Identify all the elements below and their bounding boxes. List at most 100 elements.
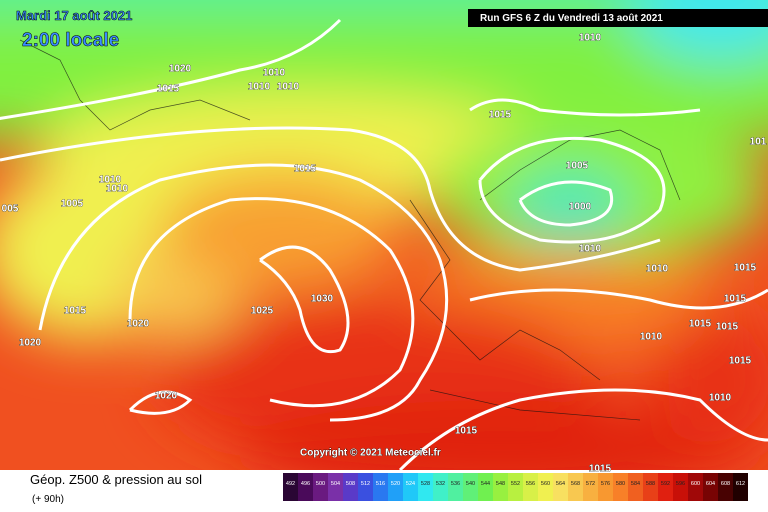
isobar-label: 1015 [589,464,612,475]
scale-label: 552 [511,481,520,487]
isobar-label: 1015 [689,319,712,330]
scale-swatch [298,473,313,501]
scale-label: 504 [331,481,340,487]
isobar-label: 1010 [277,82,300,93]
scale-label: 548 [496,481,505,487]
scale-label: 596 [676,481,685,487]
scale-swatch [523,473,538,501]
scale-label: 528 [421,481,430,487]
isobar-label: 1005 [61,199,84,210]
isobar-label: 005 [2,204,19,215]
scale-swatch [358,473,373,501]
scale-swatch [328,473,343,501]
scale-swatch [343,473,358,501]
isobar-label: 1015 [455,426,478,437]
scale-swatch [658,473,673,501]
scale-swatch [553,473,568,501]
isobar-label: 1010 [263,68,286,79]
scale-swatch [613,473,628,501]
copyright: Copyright © 2021 Meteociel.fr [300,448,441,459]
scale-swatch [463,473,478,501]
run-banner [468,9,768,27]
scale-swatch [643,473,658,501]
isobar-label: 1010 [106,184,129,195]
scale-label: 564 [556,481,565,487]
isobar-label: 1020 [19,338,42,349]
scale-label: 492 [286,481,295,487]
scale-swatch [433,473,448,501]
isobar-label: 1000 [569,202,592,213]
isobar-label: 1020 [169,64,192,75]
scale-label: 600 [691,481,700,487]
scale-label: 496 [301,481,310,487]
isobar-label: 101 [750,137,767,148]
scale-label: 608 [721,481,730,487]
scale-label: 560 [541,481,550,487]
geopotential-field [0,0,768,470]
isobar-label: 1020 [127,319,150,330]
scale-label: 544 [481,481,490,487]
isobar-label: 1010 [99,175,122,186]
isobar-label: 1010 [640,332,663,343]
scale-label: 612 [736,481,745,487]
local-time: 2:00 locale [22,30,119,51]
scale-label: 584 [631,481,640,487]
isobar-label: 1030 [311,294,334,305]
scale-swatch [718,473,733,501]
scale-swatch [478,473,493,501]
scale-swatch [673,473,688,501]
scale-label: 592 [661,481,670,487]
run-info: Run GFS 6 Z du Vendredi 13 août 2021 [480,13,663,24]
scale-swatch [703,473,718,501]
scale-label: 512 [361,481,370,487]
scale-label: 524 [406,481,415,487]
isobar-label: 1015 [729,356,752,367]
scale-swatch [583,473,598,501]
scale-label: 508 [346,481,355,487]
isobar-label: 1010 [579,244,602,255]
scale-label: 576 [601,481,610,487]
isobar-label: 1015 [716,322,739,333]
scale-label: 500 [316,481,325,487]
scale-label: 556 [526,481,535,487]
isobar-label: 1010 [579,33,602,44]
isobar-label: 1015 [157,84,180,95]
isobar-label: 1020 [155,391,178,402]
isobar-label: 1010 [646,264,669,275]
scale-swatch [373,473,388,501]
legend-subtitle: (+ 90h) [32,494,64,505]
date: Mardi 17 août 2021 [16,8,132,23]
scale-label: 604 [706,481,715,487]
scale-label: 572 [586,481,595,487]
scale-swatch [508,473,523,501]
scale-label: 516 [376,481,385,487]
legend-title: Géop. Z500 & pression au sol [30,472,202,487]
scale-label: 520 [391,481,400,487]
scale-swatch [403,473,418,501]
isobar-label: 1005 [566,161,589,172]
scale-swatch [733,473,748,501]
scale-label: 568 [571,481,580,487]
scale-swatch [568,473,583,501]
scale-swatch [388,473,403,501]
isobar-label: 1010 [709,393,732,404]
scale-swatch [418,473,433,501]
scale-swatch [283,473,298,501]
scale-swatch [538,473,553,501]
scale-swatch [448,473,463,501]
scale-swatch [493,473,508,501]
scale-label: 580 [616,481,625,487]
isobar-label: 1015 [489,110,512,121]
scale-label: 540 [466,481,475,487]
scale-swatch [313,473,328,501]
isobar-label: 1025 [251,306,274,317]
color-scale: 492 496 500 504 508 512 516 520 524 528 532 536 540 5… [283,473,748,501]
scale-label: 588 [646,481,655,487]
isobar-label: 1015 [734,263,757,274]
isobar-label: 1015 [294,164,317,175]
scale-swatch [688,473,703,501]
isobars [0,18,768,470]
scale-swatch [628,473,643,501]
